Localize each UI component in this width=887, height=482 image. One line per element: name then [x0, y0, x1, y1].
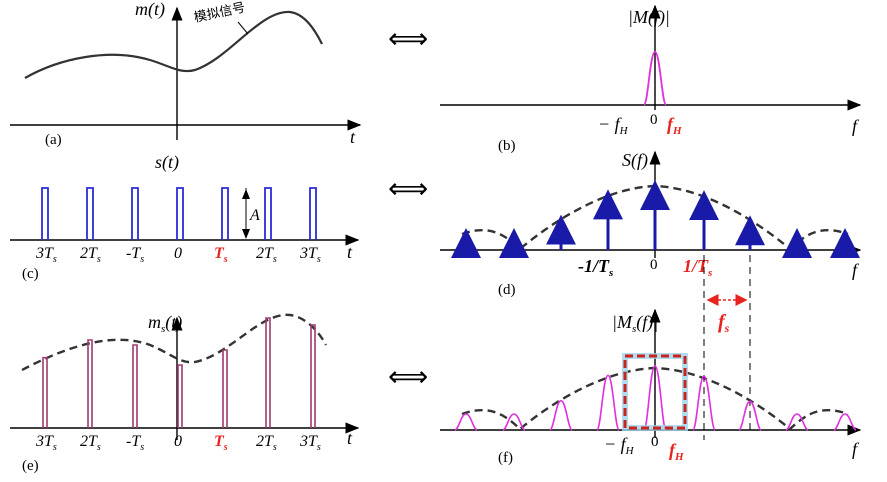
- panel-e-ylabel: ms(t): [148, 312, 182, 335]
- panel-f-tick-zero: 0: [651, 434, 659, 450]
- panel-a-analog-signal: m(t) 模拟信号 t (a): [10, 0, 362, 148]
- sample-5: [222, 349, 228, 428]
- panel-d-tick-zero: 0: [650, 257, 658, 273]
- sample-group: [42, 317, 316, 428]
- tick-label-4: 0: [174, 245, 182, 262]
- sampled-envelope: [21, 313, 328, 372]
- pulse-2: [86, 187, 94, 240]
- panel-b-tick-zero: 0: [650, 112, 658, 128]
- pulse-6: [264, 187, 272, 240]
- sample-3: [132, 344, 138, 428]
- replica-lobe-7: [738, 400, 762, 431]
- panel-b-spectrum: |M(f)| f − fH 0 fH (b): [440, 4, 862, 154]
- sample-2: [87, 339, 93, 428]
- panel-d-caption: (d): [498, 282, 516, 298]
- panel-f-sampled-spectrum: |Ms(f)| f − fH 0 fH (f): [440, 308, 862, 466]
- replica-lobe-8: [785, 413, 809, 431]
- analog-signal-curve: [24, 10, 323, 79]
- panel-a-ylabel: m(t): [135, 0, 165, 20]
- annotation-leader: [237, 21, 249, 35]
- spectral-lines: [451, 180, 860, 258]
- sinc-envelope-f: [461, 366, 849, 431]
- panel-d-pulse-spectrum: S(f) f -1/Ts 0 1/Ts (d) fs: [440, 150, 862, 440]
- replica-lobe-2: [502, 413, 526, 431]
- panel-b-tick-neg: − fH: [598, 114, 629, 137]
- sample-7: [310, 324, 316, 428]
- pulse-1: [41, 187, 49, 240]
- pulse-4: [176, 187, 184, 240]
- sample-6: [265, 317, 271, 428]
- baseband-spectrum: [643, 51, 667, 106]
- replica-lobe-1: [454, 413, 478, 431]
- panel-d-ylabel: S(f): [622, 150, 648, 171]
- panel-d-tick-pos: 1/Ts: [683, 256, 712, 279]
- replica-lobe-3: [549, 399, 573, 431]
- pulse-group: [41, 187, 317, 240]
- replica-lobe-9: [833, 413, 857, 431]
- replica-lobe-5: [643, 365, 667, 431]
- panel-c-xlabel: t: [347, 242, 353, 262]
- tick-label-1: 3Ts: [35, 433, 57, 453]
- panel-c-ylabel: s(t): [155, 152, 179, 173]
- tick-label-2: 2Ts: [80, 433, 101, 453]
- tick-label-4: 0: [174, 433, 182, 450]
- panel-f-xlabel: f: [852, 439, 860, 459]
- pulse-3: [131, 187, 139, 240]
- fs-label: fs: [718, 311, 730, 335]
- tick-label-6: 2Ts: [256, 245, 277, 265]
- panel-e-xlabel: t: [347, 428, 353, 448]
- panel-b-xlabel: f: [852, 116, 860, 136]
- panel-c-caption: (c): [22, 266, 39, 282]
- tick-label-2: 2Ts: [80, 245, 101, 265]
- baseband-highlight-box: [623, 354, 687, 430]
- tick-label-7: 3Ts: [299, 433, 321, 453]
- replica-spectra: [454, 365, 857, 431]
- panel-f-tick-pos: fH: [669, 440, 684, 463]
- replica-lobe-6: [692, 375, 716, 431]
- panel-f-ylabel: |Ms(f)|: [612, 312, 658, 335]
- panel-f-tick-neg: − fH: [604, 434, 635, 457]
- amplitude-label: A: [249, 207, 260, 224]
- tick-label-5: Ts: [214, 433, 228, 453]
- tick-label-6: 2Ts: [256, 433, 277, 453]
- panel-c-pulse-train: A s(t) t 3Ts 2Ts -Ts 0 Ts 2Ts 3Ts (c): [10, 152, 360, 282]
- equivalence-symbol-3: ⟺: [388, 360, 428, 393]
- sample-4: [177, 364, 183, 428]
- sample-1: [42, 356, 48, 428]
- panel-a-caption: (a): [45, 132, 62, 148]
- equivalence-symbol-2: ⟺: [388, 172, 428, 205]
- tick-label-1: 3Ts: [35, 245, 57, 265]
- equivalence-symbol-1: ⟺: [388, 22, 428, 55]
- panel-c-ticks: 3Ts 2Ts -Ts 0 Ts 2Ts 3Ts: [35, 245, 321, 265]
- panel-d-tick-neg: -1/Ts: [578, 256, 613, 279]
- panel-b-caption: (b): [498, 138, 516, 154]
- tick-label-3: -Ts: [126, 245, 144, 265]
- tick-label-3: -Ts: [126, 433, 144, 453]
- tick-label-7: 3Ts: [299, 245, 321, 265]
- pulse-7: [309, 187, 317, 240]
- panel-e-caption: (e): [22, 458, 39, 474]
- panel-f-caption: (f): [498, 450, 513, 466]
- panel-e-sampled-signal: ms(t) t 3Ts 2Ts -Ts 0 Ts 2Ts 3Ts (e): [10, 312, 360, 474]
- replica-lobe-4: [596, 374, 620, 431]
- panel-d-xlabel: f: [852, 260, 860, 280]
- pulse-5: [221, 187, 229, 240]
- panel-b-tick-pos: fH: [667, 114, 682, 137]
- panel-e-ticks: 3Ts 2Ts -Ts 0 Ts 2Ts 3Ts: [35, 433, 321, 453]
- tick-label-5: Ts: [214, 245, 228, 265]
- panel-b-ylabel: |M(f)|: [628, 7, 670, 28]
- panel-a-xlabel: t: [350, 127, 356, 147]
